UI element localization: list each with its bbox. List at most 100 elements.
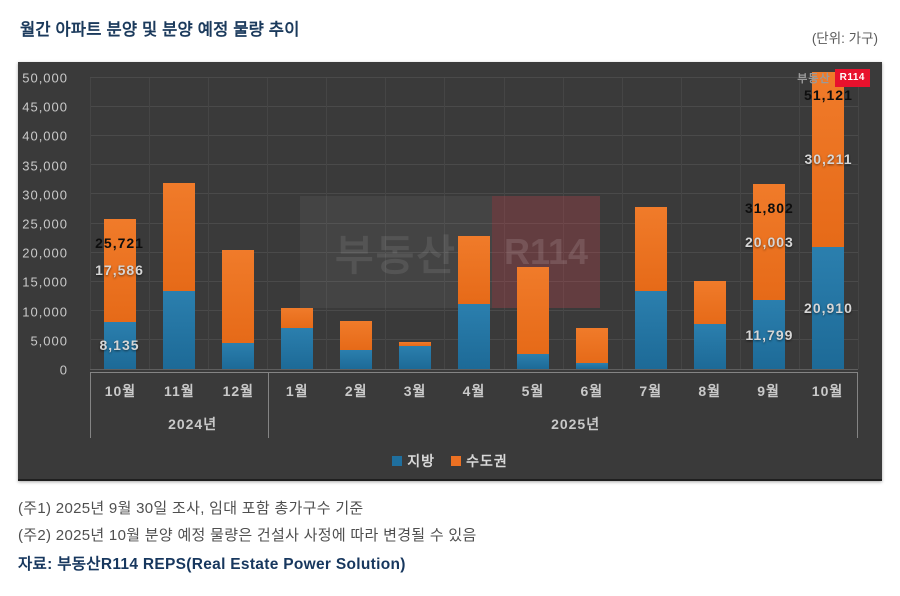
vertical-gridline	[90, 78, 91, 369]
total-value-label: 51,121	[804, 87, 853, 104]
note-2: (주2) 2025년 10월 분양 예정 물량은 건설사 사정에 따라 변경될 …	[18, 527, 477, 544]
y-tick-label: 15,000	[22, 274, 68, 290]
bar-segment-metro	[398, 342, 431, 347]
bar-column	[681, 78, 740, 369]
legend-swatch-metro	[451, 456, 462, 466]
x-tick: 7월	[639, 383, 663, 399]
unit-label: (단위: 가구)	[811, 31, 878, 46]
segment-value-label: 20,910	[804, 300, 853, 317]
x-tick: 10월	[811, 383, 844, 399]
bar-column	[326, 78, 385, 369]
stacked-bar	[398, 78, 431, 369]
bar-column	[444, 78, 503, 369]
x-tick: 5월	[521, 383, 545, 399]
legend-label: 수도권	[466, 453, 508, 469]
x-tick: 11월	[164, 383, 195, 399]
vertical-gridline	[562, 78, 564, 369]
gridline	[90, 77, 858, 78]
x-tick: 6월	[580, 383, 604, 399]
bar-column	[622, 78, 681, 369]
segment-value-label: 30,211	[804, 151, 853, 168]
stacked-bar	[812, 71, 845, 369]
vertical-gridline	[208, 78, 210, 369]
gridline	[90, 135, 858, 137]
x-tick: 2월	[344, 383, 368, 399]
x-tick: 10월	[104, 383, 137, 399]
bar-segment-local	[280, 327, 313, 369]
bar-segment-local	[635, 291, 668, 369]
bar-segment-metro	[517, 267, 550, 355]
bar-segment-local	[221, 343, 254, 369]
bar-column	[208, 78, 267, 369]
segment-value-label: 20,003	[744, 234, 794, 251]
x-tick: 3월	[403, 383, 427, 399]
bar-segment-local	[517, 354, 550, 369]
brand-logo-mark: R114	[834, 69, 870, 87]
bar-column: 11,799 20,003 31,802	[740, 78, 799, 369]
bar-segment-metro	[694, 281, 727, 324]
year-group-label: 2025년	[551, 416, 601, 432]
vertical-gridline	[621, 78, 623, 369]
x-tick: 8월	[698, 383, 722, 399]
bar-segment-local	[162, 291, 195, 369]
plot-area: 부동산 R114 8,135 17,586 25,721 11,799 20,003 31…	[90, 71, 859, 370]
y-tick-label: 0	[59, 362, 68, 378]
x-tick: 12월	[222, 383, 255, 399]
year-group-divider	[267, 373, 269, 438]
page-title: 월간 아파트 분양 및 분양 예정 물량 추이	[20, 21, 300, 39]
watermark: 부동산 R114	[300, 196, 600, 308]
segment-value-label: 8,135	[99, 337, 140, 354]
stacked-bar	[280, 78, 313, 369]
vertical-gridline	[503, 78, 505, 369]
bar-segment-local	[694, 323, 727, 369]
bar-column	[385, 78, 444, 369]
bars-row: 8,135 17,586 25,721 11,799 20,003 31,802 20,91…	[90, 71, 858, 369]
segment-value-label: 11,799	[745, 326, 794, 343]
y-tick-label: 40,000	[22, 128, 68, 144]
bar-column: 20,910 30,211 51,121	[799, 71, 858, 369]
y-tick-label: 25,000	[22, 216, 68, 232]
stacked-bar	[694, 78, 727, 369]
y-axis: 0 5,000 10,000 15,000 20,000 25,000 30,000 35,0…	[18, 71, 78, 378]
stacked-bar	[339, 78, 372, 369]
bar-segment-local	[398, 346, 431, 369]
y-tick-label: 20,000	[22, 245, 68, 261]
vertical-gridline	[858, 78, 859, 369]
stacked-bar	[221, 78, 254, 369]
y-tick-label: 5,000	[30, 333, 68, 349]
bar-segment-metro	[280, 307, 313, 328]
segment-value-label: 17,586	[95, 262, 144, 279]
x-tick: 1월	[285, 383, 309, 399]
stacked-bar	[576, 78, 609, 369]
year-group-label: 2024년	[168, 416, 218, 432]
x-tick: 9월	[757, 383, 780, 399]
gridline	[90, 193, 858, 195]
bar-segment-metro	[812, 71, 845, 248]
legend-item-metro: 수도권	[451, 451, 508, 471]
brand-logo-text: 부동산	[797, 73, 831, 85]
chart-panel: 부동산 R114 0 5,000 10,000 15,000 20,000 25,000 3…	[18, 62, 882, 481]
bar-segment-local	[576, 362, 609, 369]
y-tick-label: 30,000	[22, 187, 68, 203]
total-value-label: 31,802	[744, 199, 794, 216]
bar-segment-local	[753, 300, 786, 369]
bar-column	[563, 78, 622, 369]
stacked-bar	[103, 78, 136, 369]
vertical-gridline	[444, 78, 446, 369]
x-axis-months: 10월 11월 12월 1월 2월 3월 4월 5월 6월 7월 8월 9월 10월	[91, 373, 857, 409]
stacked-bar	[458, 78, 490, 369]
source-line: 자료: 부동산R114 REPS(Real Estate Power Solut…	[18, 556, 406, 573]
bar-segment-local	[103, 321, 136, 369]
watermark-text: 부동산	[335, 231, 457, 279]
brand-logo: 부동산 R114	[797, 69, 870, 87]
vertical-gridline	[149, 78, 151, 369]
gridline	[90, 106, 858, 108]
bar-segment-metro	[221, 250, 254, 344]
x-tick: 4월	[462, 383, 486, 399]
vertical-gridline	[326, 78, 328, 369]
bar-segment-metro	[103, 219, 136, 322]
vertical-gridline	[739, 78, 741, 369]
bar-column: 8,135 17,586 25,721	[90, 78, 149, 369]
vertical-gridline	[680, 78, 682, 369]
